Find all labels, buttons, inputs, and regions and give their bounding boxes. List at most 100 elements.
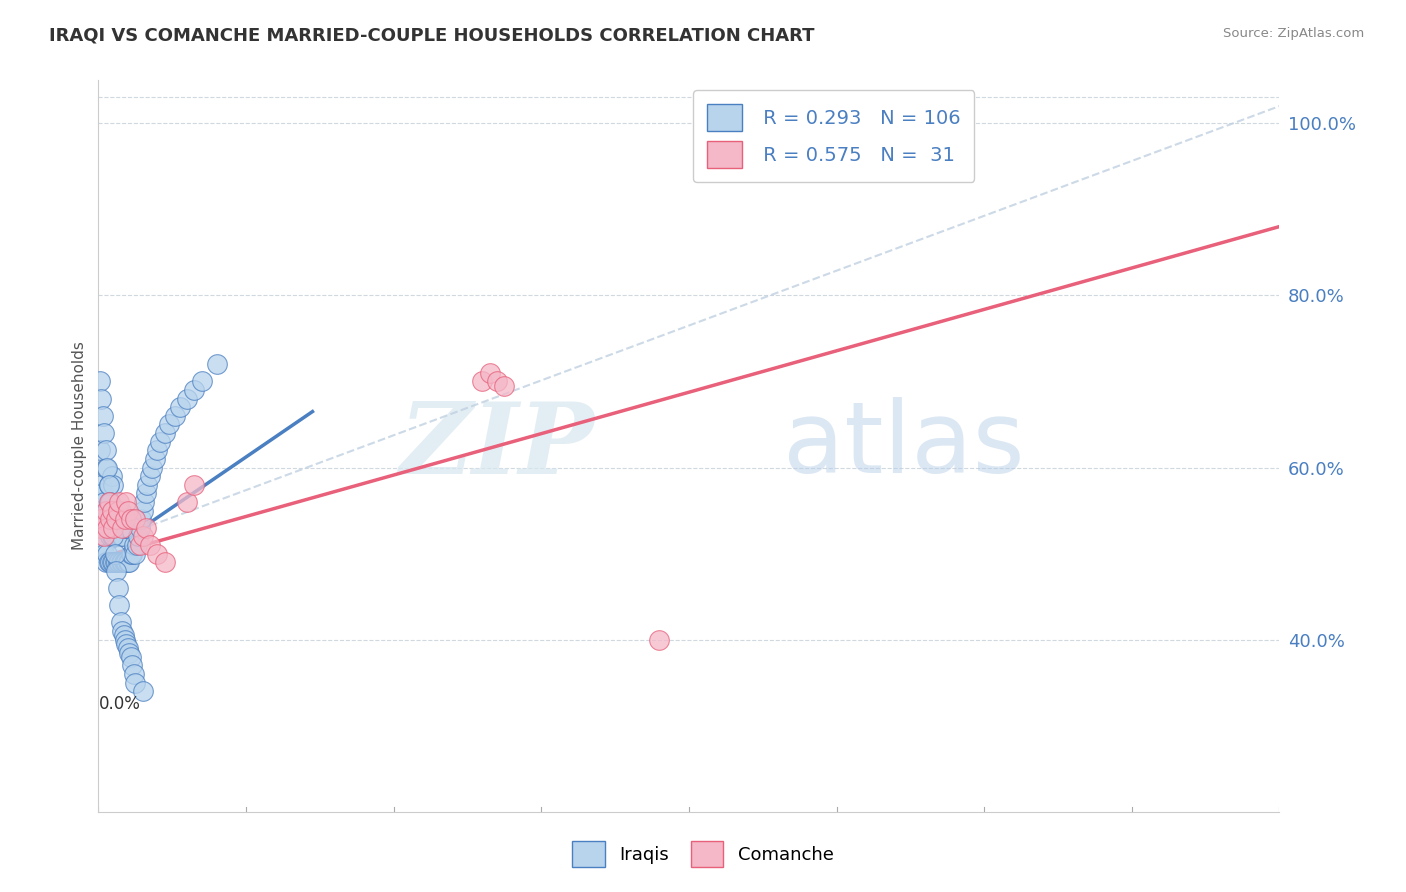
Point	[98, 529, 121, 543]
Point	[100, 512, 122, 526]
Point	[114, 512, 136, 526]
Point	[117, 521, 139, 535]
Point	[121, 547, 143, 561]
Point	[169, 401, 191, 415]
Point	[124, 547, 146, 561]
Point	[90, 392, 112, 406]
Text: IRAQI VS COMANCHE MARRIED-COUPLE HOUSEHOLDS CORRELATION CHART: IRAQI VS COMANCHE MARRIED-COUPLE HOUSEHO…	[49, 27, 814, 45]
Point	[135, 521, 157, 535]
Point	[135, 486, 157, 500]
Point	[157, 417, 180, 432]
Point	[120, 512, 142, 526]
Point	[103, 521, 125, 535]
Point	[97, 477, 120, 491]
Point	[96, 460, 118, 475]
Point	[120, 547, 142, 561]
Point	[110, 555, 132, 569]
Point	[97, 495, 120, 509]
Point	[94, 443, 117, 458]
Point	[141, 460, 163, 475]
Point	[471, 375, 494, 389]
Point	[111, 521, 134, 535]
Point	[103, 555, 125, 569]
Point	[91, 409, 114, 423]
Y-axis label: Married-couple Households: Married-couple Households	[72, 342, 87, 550]
Point	[114, 555, 136, 569]
Point	[104, 503, 127, 517]
Point	[100, 555, 122, 569]
Point	[120, 512, 142, 526]
Point	[110, 503, 132, 517]
Point	[90, 477, 112, 491]
Point	[115, 521, 138, 535]
Point	[117, 641, 139, 656]
Point	[94, 503, 117, 517]
Point	[136, 477, 159, 491]
Point	[139, 469, 162, 483]
Legend: Iraqis, Comanche: Iraqis, Comanche	[565, 834, 841, 874]
Point	[105, 512, 128, 526]
Point	[98, 512, 121, 526]
Point	[648, 632, 671, 647]
Point	[111, 529, 134, 543]
Point	[494, 378, 516, 392]
Point	[112, 521, 135, 535]
Point	[112, 628, 135, 642]
Point	[110, 529, 132, 543]
Point	[118, 521, 141, 535]
Point	[90, 512, 112, 526]
Point	[89, 521, 111, 535]
Point	[97, 477, 120, 491]
Legend:  R = 0.293   N = 106,  R = 0.575   N =  31: R = 0.293 N = 106, R = 0.575 N = 31	[693, 90, 974, 182]
Point	[129, 512, 152, 526]
Point	[132, 684, 155, 698]
Point	[107, 555, 129, 569]
Point	[97, 555, 120, 569]
Text: atlas: atlas	[783, 398, 1025, 494]
Point	[191, 375, 214, 389]
Point	[104, 529, 127, 543]
Point	[105, 555, 128, 569]
Point	[125, 538, 148, 552]
Point	[108, 495, 131, 509]
Point	[89, 495, 111, 509]
Point	[176, 392, 198, 406]
Point	[120, 649, 142, 664]
Point	[100, 469, 122, 483]
Point	[98, 495, 121, 509]
Point	[100, 503, 122, 517]
Point	[105, 564, 128, 578]
Point	[104, 555, 127, 569]
Point	[107, 503, 129, 517]
Point	[205, 357, 228, 371]
Point	[103, 529, 125, 543]
Point	[118, 646, 141, 660]
Point	[96, 503, 118, 517]
Point	[143, 451, 166, 466]
Point	[183, 477, 205, 491]
Point	[93, 495, 115, 509]
Point	[111, 555, 134, 569]
Text: 0.0%: 0.0%	[98, 695, 141, 713]
Point	[146, 547, 169, 561]
Text: Source: ZipAtlas.com: Source: ZipAtlas.com	[1223, 27, 1364, 40]
Point	[132, 529, 155, 543]
Point	[115, 637, 138, 651]
Text: ZIP: ZIP	[399, 398, 595, 494]
Point	[94, 460, 117, 475]
Point	[94, 555, 117, 569]
Point	[124, 512, 146, 526]
Point	[118, 555, 141, 569]
Point	[122, 667, 145, 681]
Point	[121, 658, 143, 673]
Point	[478, 366, 501, 380]
Point	[112, 555, 135, 569]
Point	[110, 615, 132, 630]
Point	[114, 632, 136, 647]
Point	[90, 529, 112, 543]
Point	[108, 598, 131, 612]
Point	[124, 675, 146, 690]
Point	[117, 503, 139, 517]
Point	[91, 538, 114, 552]
Point	[127, 529, 149, 543]
